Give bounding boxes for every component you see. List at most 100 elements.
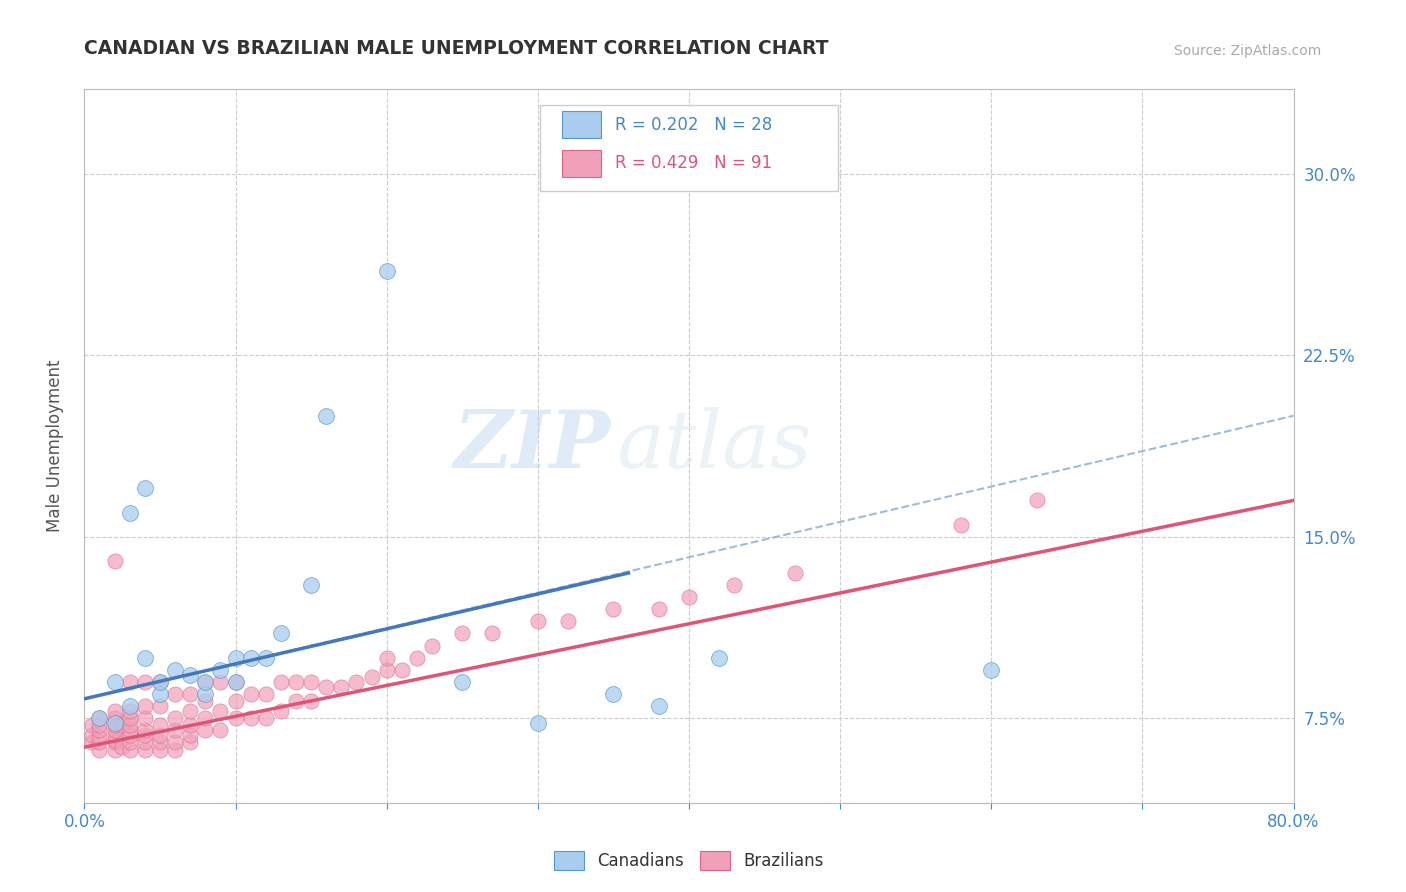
Point <box>179 704 201 718</box>
Point <box>557 615 579 629</box>
Point <box>89 731 111 745</box>
Point <box>134 650 156 665</box>
Point <box>648 699 671 714</box>
Point <box>165 735 187 749</box>
Point <box>602 602 624 616</box>
Point <box>149 735 172 749</box>
Point <box>118 674 141 689</box>
Point <box>118 704 141 718</box>
Point <box>89 718 111 732</box>
Point <box>375 263 398 277</box>
Point <box>149 728 172 742</box>
Point <box>80 718 103 732</box>
Point <box>980 663 1002 677</box>
Point <box>709 650 731 665</box>
Point <box>165 742 187 756</box>
Point <box>270 704 292 718</box>
Point <box>134 674 156 689</box>
Point <box>315 409 337 423</box>
Point <box>104 554 127 568</box>
Point <box>89 723 111 738</box>
Point <box>80 735 103 749</box>
Text: R = 0.429   N = 91: R = 0.429 N = 91 <box>616 154 772 172</box>
Text: Source: ZipAtlas.com: Source: ZipAtlas.com <box>1174 44 1322 58</box>
Point <box>360 670 382 684</box>
Point <box>118 506 141 520</box>
Legend: Canadians, Brazilians: Canadians, Brazilians <box>547 844 831 877</box>
Point <box>89 711 111 725</box>
Point <box>391 663 413 677</box>
Point <box>134 481 156 495</box>
Point <box>165 711 187 725</box>
Point <box>118 742 141 756</box>
Point <box>111 740 134 755</box>
Point <box>134 711 156 725</box>
FancyBboxPatch shape <box>562 150 600 177</box>
Point <box>602 687 624 701</box>
Text: CANADIAN VS BRAZILIAN MALE UNEMPLOYMENT CORRELATION CHART: CANADIAN VS BRAZILIAN MALE UNEMPLOYMENT … <box>84 39 830 58</box>
Point <box>194 674 217 689</box>
Point <box>179 735 201 749</box>
Point <box>285 674 308 689</box>
Point <box>194 723 217 738</box>
Point <box>194 674 217 689</box>
Point <box>104 728 127 742</box>
Point <box>330 680 353 694</box>
Point <box>179 687 201 701</box>
Point <box>723 578 745 592</box>
Point <box>104 716 127 731</box>
Point <box>179 728 201 742</box>
Point <box>254 687 277 701</box>
Point <box>149 718 172 732</box>
Point <box>89 711 111 725</box>
Point <box>104 732 127 747</box>
Point <box>346 674 368 689</box>
Point <box>375 650 398 665</box>
Point <box>315 680 337 694</box>
Point <box>451 674 474 689</box>
Point <box>165 663 187 677</box>
Point <box>254 650 277 665</box>
Point <box>118 735 141 749</box>
Point <box>149 674 172 689</box>
FancyBboxPatch shape <box>540 105 838 191</box>
Point <box>118 728 141 742</box>
Point <box>149 674 172 689</box>
Point <box>299 694 322 708</box>
Point <box>225 694 247 708</box>
Point <box>678 590 700 604</box>
Point <box>209 723 232 738</box>
Point <box>165 687 187 701</box>
Point <box>104 704 127 718</box>
Point <box>375 663 398 677</box>
Point <box>225 674 247 689</box>
Point <box>118 718 141 732</box>
Point <box>111 718 134 732</box>
Point <box>118 711 141 725</box>
Text: atlas: atlas <box>616 408 811 484</box>
Point <box>527 716 550 731</box>
Point <box>118 699 141 714</box>
Point <box>527 615 550 629</box>
Y-axis label: Male Unemployment: Male Unemployment <box>45 359 63 533</box>
Point <box>225 674 247 689</box>
Text: R = 0.202   N = 28: R = 0.202 N = 28 <box>616 116 772 134</box>
Point <box>149 742 172 756</box>
Point <box>134 699 156 714</box>
Point <box>194 687 217 701</box>
Point <box>134 742 156 756</box>
Point <box>209 674 232 689</box>
Point <box>134 723 156 738</box>
Point <box>950 517 973 532</box>
Point <box>89 742 111 756</box>
Point <box>104 735 127 749</box>
Point <box>451 626 474 640</box>
Point <box>104 718 127 732</box>
Point <box>209 663 232 677</box>
Point <box>406 650 429 665</box>
Point <box>648 602 671 616</box>
Point <box>1025 493 1047 508</box>
Point <box>239 711 262 725</box>
Point <box>225 650 247 665</box>
Point <box>104 711 127 725</box>
